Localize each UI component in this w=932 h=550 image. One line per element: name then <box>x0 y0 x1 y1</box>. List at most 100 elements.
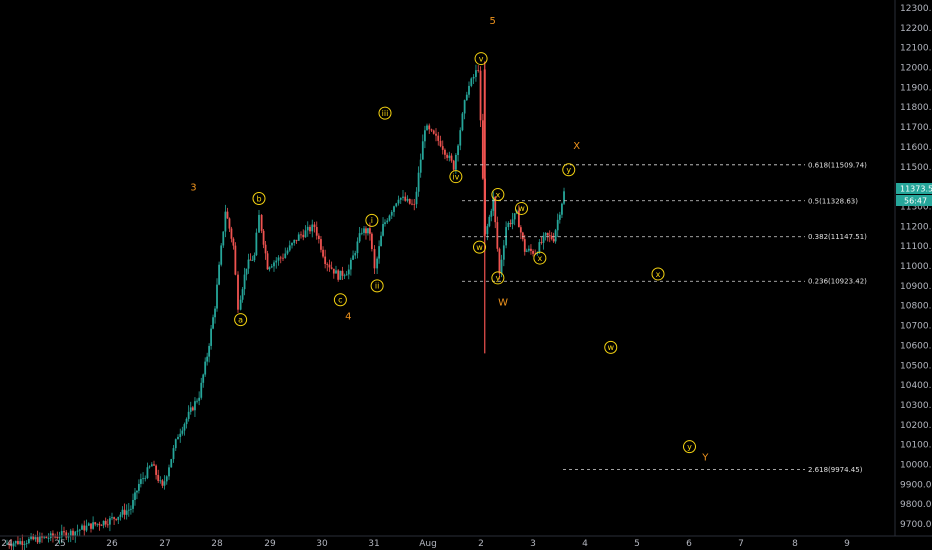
candle-body <box>556 219 559 231</box>
candle-body <box>291 242 293 246</box>
subwave-label: y <box>496 274 501 283</box>
subwave-label: x <box>656 270 661 279</box>
drop-body <box>483 69 486 237</box>
wave-label: W <box>498 298 508 309</box>
candle-body <box>157 474 160 481</box>
time-tick-label: 5 <box>634 539 640 549</box>
candle-body <box>521 232 524 240</box>
candle-body <box>72 530 74 536</box>
candle-body <box>349 259 352 270</box>
price-tick-label: 12000.00 <box>900 63 932 73</box>
wave-label: 4 <box>345 312 351 323</box>
candle-body <box>450 155 453 161</box>
candle-body <box>540 242 543 243</box>
wave-label: 5 <box>489 16 495 27</box>
candle-body <box>538 242 541 253</box>
candle-body <box>212 317 214 329</box>
candle-body <box>441 146 444 150</box>
subwave-label: b <box>256 194 261 203</box>
time-tick-label: 25 <box>54 539 65 549</box>
price-axis[interactable]: 9700.00 9800.00 9900.00 10000.00 10100.00 102… <box>900 4 932 530</box>
candle-body <box>148 466 151 468</box>
candle-body <box>58 537 61 539</box>
price-tick-label: 9700.00 <box>900 520 932 530</box>
candle-body <box>255 232 258 256</box>
candle-body <box>432 130 435 134</box>
price-tick-label: 10600.00 <box>900 341 932 351</box>
candle-body <box>309 226 311 232</box>
price-tick-label: 11800.00 <box>900 103 932 113</box>
candle-body <box>234 245 237 275</box>
candle-body <box>12 543 15 547</box>
price-tick-label: 11900.00 <box>900 83 932 93</box>
candle-body <box>388 215 391 221</box>
time-tick-label: 3 <box>530 539 536 549</box>
candle-body <box>187 411 190 419</box>
candle-body <box>98 523 101 526</box>
subwave-circle <box>449 170 463 184</box>
candle-body <box>168 467 170 477</box>
subwave-circle <box>474 52 488 66</box>
candle-body <box>481 120 484 179</box>
candle-body <box>43 536 46 538</box>
candle-body <box>41 535 43 538</box>
candle-body <box>542 235 545 243</box>
candle-body <box>454 154 457 170</box>
candle-body <box>356 241 359 254</box>
candle-body <box>328 264 331 268</box>
candle-body <box>339 270 342 280</box>
candle-body <box>282 257 284 259</box>
candle-body <box>404 196 407 201</box>
candle-body <box>463 100 466 114</box>
time-axis[interactable]: 24 25 26 27 28 29 30 31 Aug 2 3 4 5 6 7 8 9 <box>1 539 850 549</box>
candle-body <box>245 268 248 275</box>
candle-body <box>32 536 35 540</box>
candle-body <box>155 465 157 475</box>
candle-body <box>36 537 39 543</box>
time-tick-label: 29 <box>264 539 276 549</box>
candle-body <box>326 263 329 265</box>
candle-body <box>222 231 225 246</box>
candle-body <box>206 356 209 362</box>
candle-body <box>111 517 113 519</box>
candle-body <box>306 226 309 231</box>
candle-body <box>437 135 440 141</box>
candle-body <box>27 538 30 544</box>
candle-body <box>170 459 173 468</box>
candle-body <box>472 76 475 79</box>
candle-body <box>527 248 530 251</box>
candle-body <box>47 538 50 539</box>
candle-body <box>144 478 147 479</box>
candle-body <box>270 266 273 268</box>
price-tick-label: 10200.00 <box>900 421 932 431</box>
candle-body <box>367 228 369 234</box>
candle-body <box>335 270 337 274</box>
candle-body <box>74 531 77 536</box>
candle-body <box>311 224 314 232</box>
candle-body <box>479 70 482 121</box>
candle-body <box>399 197 402 200</box>
candle-body <box>25 543 28 544</box>
time-tick-label: 31 <box>368 539 379 549</box>
price-tick-label: 10900.00 <box>900 282 932 292</box>
candle-body <box>496 222 499 249</box>
price-tick-label: 10300.00 <box>900 401 932 411</box>
time-tick-label: 30 <box>316 539 328 549</box>
candle-body <box>525 250 528 252</box>
candle-body <box>125 510 128 515</box>
candle-body <box>461 113 464 131</box>
time-tick-label: 27 <box>159 539 170 549</box>
candle-body <box>92 522 94 529</box>
candle-body <box>415 191 418 205</box>
candle-body <box>426 125 428 131</box>
candle-body <box>200 382 203 398</box>
candle-body <box>417 172 420 192</box>
subwave-label: ii <box>375 282 379 291</box>
candle-body <box>106 524 109 526</box>
candle-body <box>94 522 97 525</box>
candle-body <box>448 155 451 158</box>
candle-body <box>500 259 503 274</box>
price-tick-label: 10500.00 <box>900 361 932 371</box>
